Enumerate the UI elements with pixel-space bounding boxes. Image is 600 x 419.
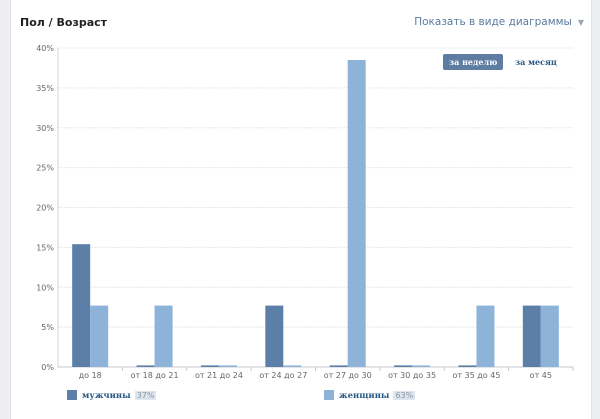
chart-mode-label: Показать в виде диаграммы xyxy=(414,16,572,28)
y-tick-label: 40% xyxy=(36,44,54,53)
bar-female xyxy=(283,365,302,367)
chart-title: Пол / Возраст xyxy=(20,16,108,29)
y-tick-label: 20% xyxy=(36,204,54,213)
x-tick-label: от 24 до 27 xyxy=(259,371,307,380)
chevron-down-icon: ▼ xyxy=(577,18,584,27)
y-tick-label: 0% xyxy=(41,363,54,372)
bar-male xyxy=(394,365,413,367)
legend-item-female[interactable]: женщины 63% xyxy=(324,390,416,401)
bar-female xyxy=(154,305,173,367)
bar-male xyxy=(200,365,219,367)
bar-male xyxy=(458,365,477,367)
y-tick-label: 15% xyxy=(36,243,54,252)
x-tick-label: от 35 до 45 xyxy=(452,371,500,380)
bar-male xyxy=(72,244,91,367)
chart-mode-select[interactable]: Показать в виде диаграммы ▼ xyxy=(414,16,584,28)
x-tick-label: от 27 до 30 xyxy=(324,371,372,380)
bar-female xyxy=(347,59,366,368)
bar-female xyxy=(412,365,431,367)
legend-label-female: женщины xyxy=(339,391,390,401)
x-tick-label: от 18 до 21 xyxy=(131,371,179,380)
x-tick-label: от 30 до 35 xyxy=(388,371,436,380)
x-tick-label: от 21 до 24 xyxy=(195,371,243,380)
bar-female xyxy=(476,305,495,367)
legend-percent-male: 37% xyxy=(134,391,157,400)
x-tick-label: от 45 xyxy=(530,371,552,380)
period-week-button[interactable]: за неделю xyxy=(443,54,504,70)
legend-percent-female: 63% xyxy=(393,391,416,400)
bar-female xyxy=(218,365,237,367)
bar-male xyxy=(522,305,541,367)
legend-swatch-male xyxy=(67,390,77,400)
bar-male xyxy=(265,305,284,367)
x-tick-label: до 18 xyxy=(79,371,102,380)
y-tick-label: 25% xyxy=(36,164,54,173)
bar-male xyxy=(136,365,155,367)
bar-female xyxy=(90,305,109,367)
legend-item-male[interactable]: мужчины 37% xyxy=(67,390,157,401)
y-tick-label: 35% xyxy=(36,84,54,93)
period-month-button[interactable]: за месяц xyxy=(515,57,557,67)
legend-swatch-female xyxy=(324,390,334,400)
bar-female xyxy=(540,305,559,367)
bar-male xyxy=(329,365,348,367)
legend-label-male: мужчины xyxy=(82,391,131,401)
y-tick-label: 10% xyxy=(36,283,54,292)
y-tick-label: 5% xyxy=(41,323,54,332)
y-tick-label: 30% xyxy=(36,124,54,133)
